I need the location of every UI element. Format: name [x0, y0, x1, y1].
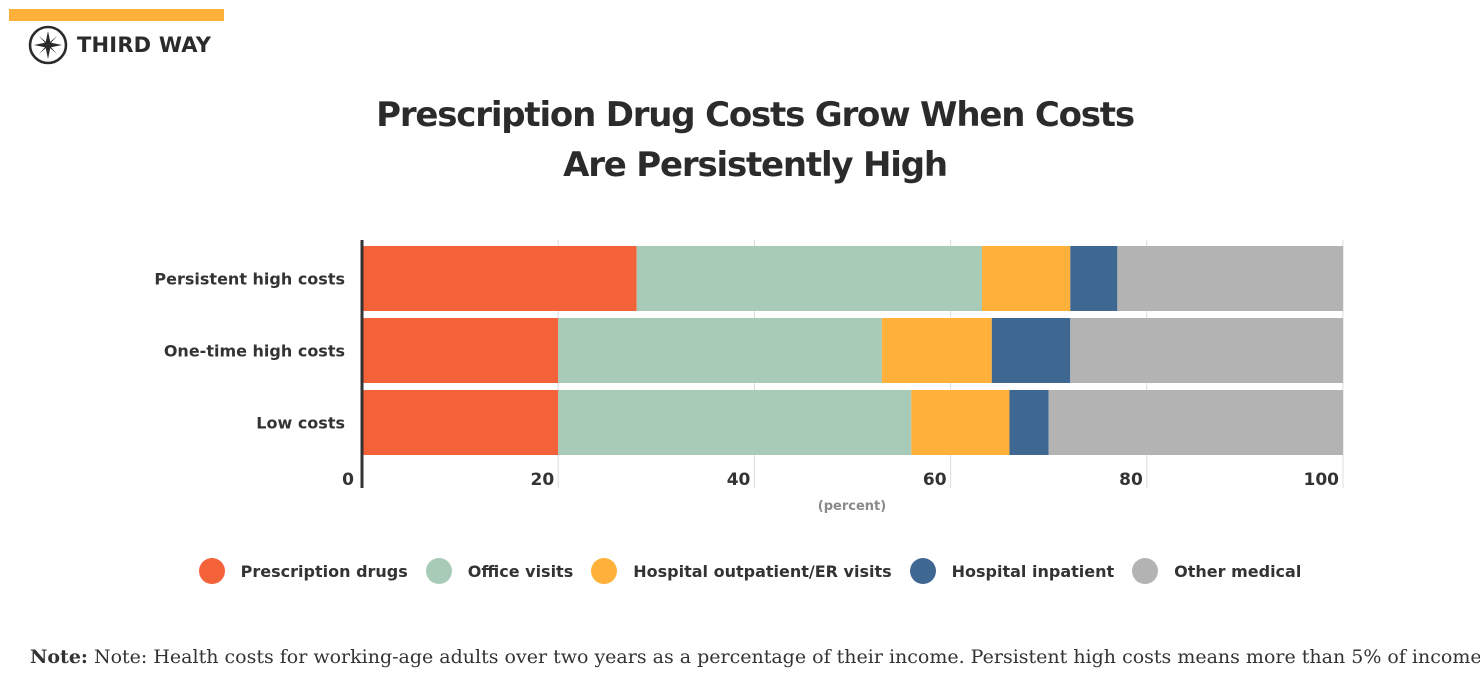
- stacked-bar-chart: Persistent high costs One-time high costs…: [154, 240, 1344, 514]
- category-label: One-time high costs: [164, 342, 345, 361]
- bar-segment-office-visits: [558, 318, 882, 383]
- bar-segment-hospital-inpatient: [991, 318, 1071, 383]
- x-axis-label: (percent): [818, 499, 886, 514]
- legend-label: Hospital inpatient: [951, 561, 1115, 581]
- legend-swatch-office-visits: [425, 558, 452, 584]
- legend-item-hospital-outpatient[interactable]: Hospital outpatient/ER visits: [591, 558, 892, 584]
- compass-icon: [28, 25, 68, 65]
- bar-segment-prescription-drugs: [362, 390, 559, 455]
- chart-title-line-1: Prescription Drug Costs Grow When Costs: [376, 95, 1135, 135]
- legend-item-prescription-drugs[interactable]: Prescription drugs: [198, 558, 408, 584]
- legend-label: Other medical: [1174, 561, 1302, 581]
- x-tick-label: 100: [1304, 470, 1340, 490]
- bar-segment-office-visits: [558, 390, 912, 455]
- legend-item-hospital-inpatient[interactable]: Hospital inpatient: [909, 558, 1115, 584]
- x-tick-label: 0: [342, 470, 354, 490]
- category-label: Persistent high costs: [154, 270, 345, 289]
- chart-legend: Prescription drugs Office visits Hospita…: [0, 558, 1480, 584]
- chart-note: Note: Note: Health costs for working-age…: [30, 646, 1480, 668]
- bar-segment-hospital-outpatient-er-visits: [911, 390, 1010, 455]
- bar-segment-office-visits: [636, 246, 982, 311]
- legend-label: Prescription drugs: [240, 561, 408, 581]
- bar-segment-hospital-outpatient-er-visits: [981, 246, 1071, 311]
- bar-segment-hospital-outpatient-er-visits: [881, 318, 992, 383]
- x-tick-label: 40: [727, 470, 751, 490]
- x-tick-label: 80: [1119, 470, 1143, 490]
- note-label: Note:: [30, 646, 88, 668]
- bar-segment-hospital-inpatient: [1009, 390, 1049, 455]
- x-tick-label: 60: [923, 470, 947, 490]
- category-label: Low costs: [256, 414, 345, 433]
- brand-name: THIRD WAY: [77, 33, 212, 57]
- top-accent-bar: [9, 9, 224, 21]
- bar-segment-other-medical: [1070, 318, 1343, 383]
- legend-swatch-hospital-inpatient: [909, 558, 936, 584]
- legend-swatch-prescription-drugs: [198, 558, 225, 584]
- bar-segment-other-medical: [1117, 246, 1343, 311]
- x-tick-label: 20: [531, 470, 555, 490]
- legend-item-other-medical[interactable]: Other medical: [1132, 558, 1301, 584]
- legend-swatch-other-medical: [1132, 558, 1159, 584]
- legend-swatch-hospital-outpatient: [591, 558, 618, 584]
- note-text: Note: Health costs for working-age adult…: [93, 646, 1480, 668]
- bar-segment-prescription-drugs: [362, 246, 637, 311]
- chart-title-line-2: Are Persistently High: [563, 145, 948, 185]
- bar-segment-other-medical: [1048, 390, 1343, 455]
- bar-segment-hospital-inpatient: [1070, 246, 1118, 311]
- legend-label: Hospital outpatient/ER visits: [633, 561, 892, 581]
- legend-item-office-visits[interactable]: Office visits: [425, 558, 574, 584]
- bar-segment-prescription-drugs: [362, 318, 559, 383]
- legend-label: Office visits: [467, 561, 574, 581]
- brand-logo[interactable]: THIRD WAY: [28, 25, 211, 65]
- chart-title: Prescription Drug Costs Grow When Costs …: [0, 90, 1480, 190]
